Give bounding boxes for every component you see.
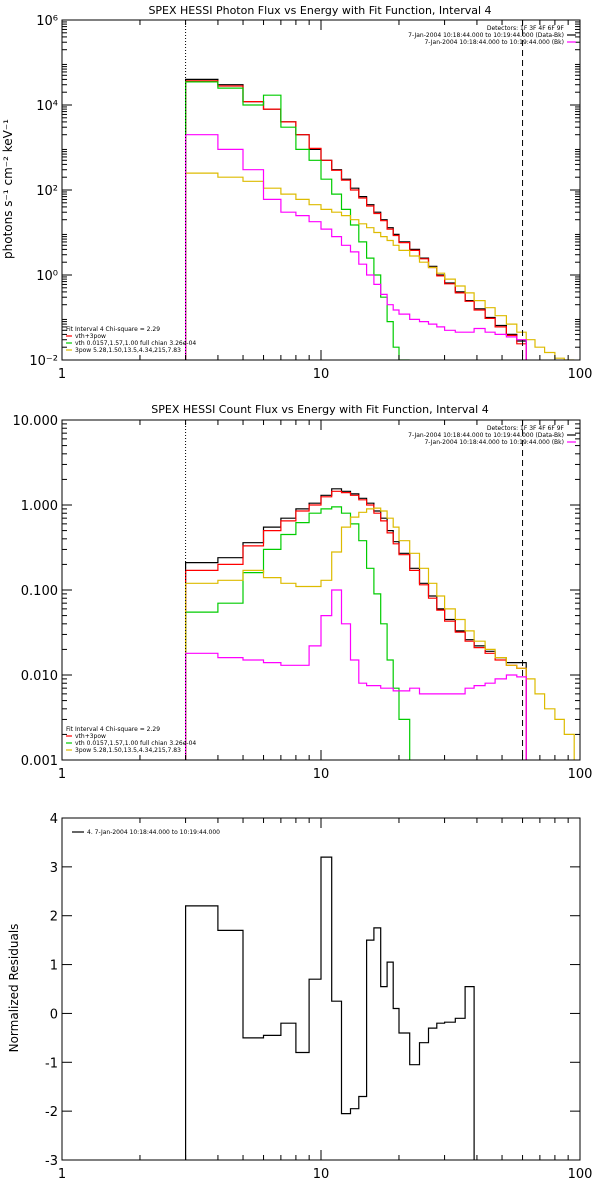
legend-entry: Fit Interval 4 Chi-square = 2.29 (66, 726, 160, 733)
y-tick-label: 1 (50, 959, 58, 974)
y-tick-label: 10² (36, 184, 58, 199)
y-tick-label: 1.000 (21, 499, 58, 514)
legend-layer: Detectors: 1F 3F 4F 6F 9F7-Jan-2004 10:1… (66, 25, 576, 354)
axis-layer: 1 10 100 0.001 0.010 0.100 1.000 10.000 (13, 414, 593, 782)
legend-entry: 7-Jan-2004 10:18:44.000 to 10:19:44.000 … (424, 439, 564, 446)
series-3pow (185, 507, 575, 760)
legend-entry: vth+3pow (75, 333, 106, 340)
legend-layer: 4. 7-Jan-2004 10:18:44.000 to 10:19:44.0… (72, 829, 220, 836)
axis-layer: 1 10 100 -3 -2 -1 0 1 2 3 4 (45, 812, 592, 1182)
y-tick-label: 10.000 (13, 414, 59, 429)
y-tick-label: 0.001 (21, 754, 58, 769)
y-tick-label: 0.010 (21, 669, 58, 684)
series-layer (185, 488, 575, 760)
legend-entry: 3pow 5.28,1.50,13.5,4.34,215,7.83 (75, 347, 181, 354)
y-tick-label: 4 (50, 812, 58, 827)
series-vth (185, 81, 410, 360)
legend-entry: 7-Jan-2004 10:18:44.000 to 10:19:44.000 … (408, 432, 564, 439)
series-layer (185, 78, 575, 360)
legend-entry: vth 0.0157,1.57,1.00 full chian 3.26e-04 (75, 340, 196, 347)
x-tick-label: 1 (58, 1167, 66, 1182)
y-tick-label: -2 (45, 1105, 58, 1120)
x-tick-label: 10 (313, 1167, 330, 1182)
x-tick-label: 100 (568, 1167, 593, 1182)
series-vth-3pow (185, 490, 527, 760)
series-4- (185, 856, 475, 1160)
y-tick-label: 10⁻² (29, 354, 58, 369)
y-tick-label: 3 (50, 861, 58, 876)
axis-layer: 1 10 100 10⁻² 10⁰ 10² 10⁴ 10⁶ (29, 14, 592, 382)
legend-layer: Detectors: 1F 3F 4F 6F 9F7-Jan-2004 10:1… (66, 425, 576, 754)
y-tick-label: 0.100 (21, 584, 58, 599)
plot-frame (61, 19, 581, 361)
legend-entry: 7-Jan-2004 10:18:44.000 to 10:19:44.000 … (424, 39, 564, 46)
legend-entry: 3pow 5.28,1.50,13.5,4.34,215,7.83 (75, 747, 181, 754)
y-tick-label: -3 (45, 1154, 58, 1169)
y-tick-label: 10⁴ (36, 99, 58, 114)
legend-entry: vth+3pow (75, 733, 106, 740)
series-3pow (185, 172, 575, 360)
x-tick-label: 10 (313, 767, 330, 782)
x-tick-label: 1 (58, 767, 66, 782)
series-bk (185, 589, 527, 760)
series-bk (185, 134, 527, 360)
plot-frame (61, 419, 581, 761)
legend-entry: Fit Interval 4 Chi-square = 2.29 (66, 326, 160, 333)
x-tick-label: 100 (568, 767, 593, 782)
chart-title: SPEX HESSI Photon Flux vs Energy with Fi… (148, 4, 491, 17)
y-tick-label: 2 (50, 910, 58, 925)
series-vth-3pow (185, 80, 527, 360)
legend-entry: 4. 7-Jan-2004 10:18:44.000 to 10:19:44.0… (87, 829, 220, 836)
chart-title: SPEX HESSI Count Flux vs Energy with Fit… (151, 403, 488, 416)
y-axis-label: Normalized Residuals (7, 924, 21, 1053)
count-flux-panel: SPEX HESSI Count Flux vs Energy with Fit… (13, 403, 593, 782)
y-tick-label: 0 (50, 1007, 58, 1022)
x-tick-label: 10 (313, 367, 330, 382)
series-vth (185, 506, 411, 760)
y-tick-label: 10⁶ (36, 14, 58, 29)
series-data-bk (185, 488, 527, 760)
legend-entry: vth 0.0157,1.57,1.00 full chian 3.26e-04 (75, 740, 196, 747)
y-tick-label: 10⁰ (36, 269, 58, 284)
y-tick-label: -1 (45, 1056, 58, 1071)
y-axis-label: photons s⁻¹ cm⁻² keV⁻¹ (1, 119, 15, 259)
residuals-panel: Normalized Residuals 1 10 100 -3 -2 -1 0 1 2 3 4 4… (7, 812, 592, 1182)
legend-entry: Detectors: 1F 3F 4F 6F 9F (487, 25, 565, 32)
series-layer (185, 856, 475, 1160)
photon-flux-panel: SPEX HESSI Photon Flux vs Energy with Fi… (1, 4, 592, 382)
legend-entry: 7-Jan-2004 10:18:44.000 to 10:19:44.000 … (408, 32, 564, 39)
legend-entry: Detectors: 1F 3F 4F 6F 9F (487, 425, 565, 432)
x-tick-label: 100 (568, 367, 593, 382)
x-tick-label: 1 (58, 367, 66, 382)
